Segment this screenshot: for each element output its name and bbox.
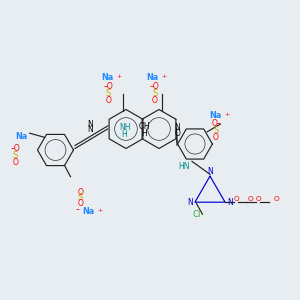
Text: O: O [175,129,181,138]
Text: Na: Na [101,73,113,82]
Text: O: O [106,96,112,105]
Text: +: + [98,208,103,213]
Text: –O: –O [104,82,113,91]
Text: Na: Na [16,132,28,141]
Text: N: N [207,167,213,176]
Text: O: O [248,196,254,202]
Text: OH: OH [138,122,150,131]
Text: N: N [175,123,181,132]
Text: O: O [77,188,83,197]
Text: S: S [13,151,18,160]
Text: N: N [88,125,94,134]
Text: S: S [213,126,219,135]
Text: H: H [122,130,128,139]
Text: O: O [77,200,83,208]
Text: S: S [152,89,158,98]
Text: HN: HN [178,162,190,171]
Text: –: – [76,205,80,214]
Text: O: O [273,196,279,202]
Text: O: O [213,133,219,142]
Text: O: O [233,196,239,202]
Text: +: + [116,74,121,79]
Text: Cl: Cl [192,210,201,219]
Text: O: O [13,158,19,167]
Text: O–: O– [211,119,221,128]
Text: +: + [161,74,167,79]
Text: S: S [106,89,111,98]
Text: Na: Na [146,73,158,82]
Text: O: O [152,96,158,105]
Text: Na: Na [82,207,94,216]
Text: +: + [224,112,230,117]
Text: N: N [88,120,94,129]
Text: N: N [227,198,233,207]
Text: Na: Na [209,111,221,120]
Text: O: O [256,196,261,202]
Text: –O: –O [11,144,20,153]
Text: –O: –O [150,82,160,91]
Text: NH: NH [119,123,130,132]
Text: N: N [187,198,193,207]
Text: S: S [78,193,83,202]
Text: H: H [141,129,147,138]
